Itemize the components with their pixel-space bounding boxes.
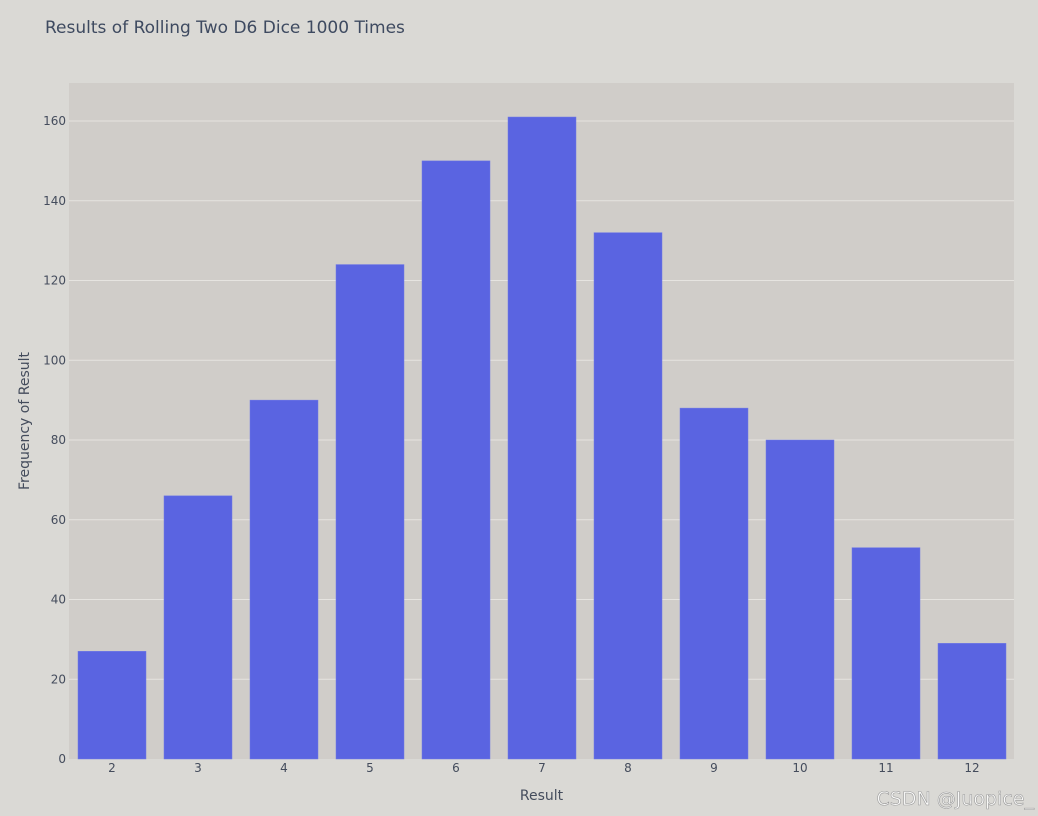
x-tick-label: 5: [366, 761, 374, 775]
bar[interactable]: [77, 651, 147, 760]
x-tick-label: 2: [108, 761, 116, 775]
bar[interactable]: [679, 407, 749, 760]
y-tick-label: 140: [43, 194, 66, 208]
y-tick-label: 120: [43, 274, 66, 288]
x-tick-label: 8: [624, 761, 632, 775]
y-axis-label: Frequency of Result: [17, 352, 33, 490]
x-tick-label: 3: [194, 761, 202, 775]
chart-title: Results of Rolling Two D6 Dice 1000 Time…: [45, 18, 405, 38]
bar[interactable]: [335, 264, 405, 760]
x-tick-label: 7: [538, 761, 546, 775]
x-axis-ticks: 2 3 4 5 6 7 8 9 10 11 12: [108, 761, 979, 775]
y-tick-label: 80: [51, 433, 66, 447]
x-tick-label: 4: [280, 761, 288, 775]
y-tick-label: 100: [43, 353, 66, 367]
bar[interactable]: [593, 232, 663, 760]
y-tick-label: 20: [51, 672, 66, 686]
bar[interactable]: [249, 399, 319, 760]
watermark: CSDN @Juopice_: [877, 788, 1035, 810]
x-tick-label: 10: [792, 761, 807, 775]
bar[interactable]: [421, 160, 491, 760]
x-tick-label: 6: [452, 761, 460, 775]
bar[interactable]: [765, 439, 835, 760]
x-axis-label: Result: [520, 788, 564, 804]
x-tick-label: 12: [964, 761, 979, 775]
bar[interactable]: [851, 547, 921, 760]
x-tick-label: 11: [878, 761, 893, 775]
bars: [77, 116, 1007, 760]
y-tick-label: 40: [51, 593, 66, 607]
y-axis-ticks: 0 20 40 60 80 100 120 140 160: [43, 114, 66, 766]
y-tick-label: 0: [58, 752, 66, 766]
x-tick-label: 9: [710, 761, 718, 775]
bar[interactable]: [507, 116, 577, 760]
bar[interactable]: [163, 495, 233, 760]
y-tick-label: 160: [43, 114, 66, 128]
bar[interactable]: [937, 643, 1007, 760]
y-tick-label: 60: [51, 513, 66, 527]
